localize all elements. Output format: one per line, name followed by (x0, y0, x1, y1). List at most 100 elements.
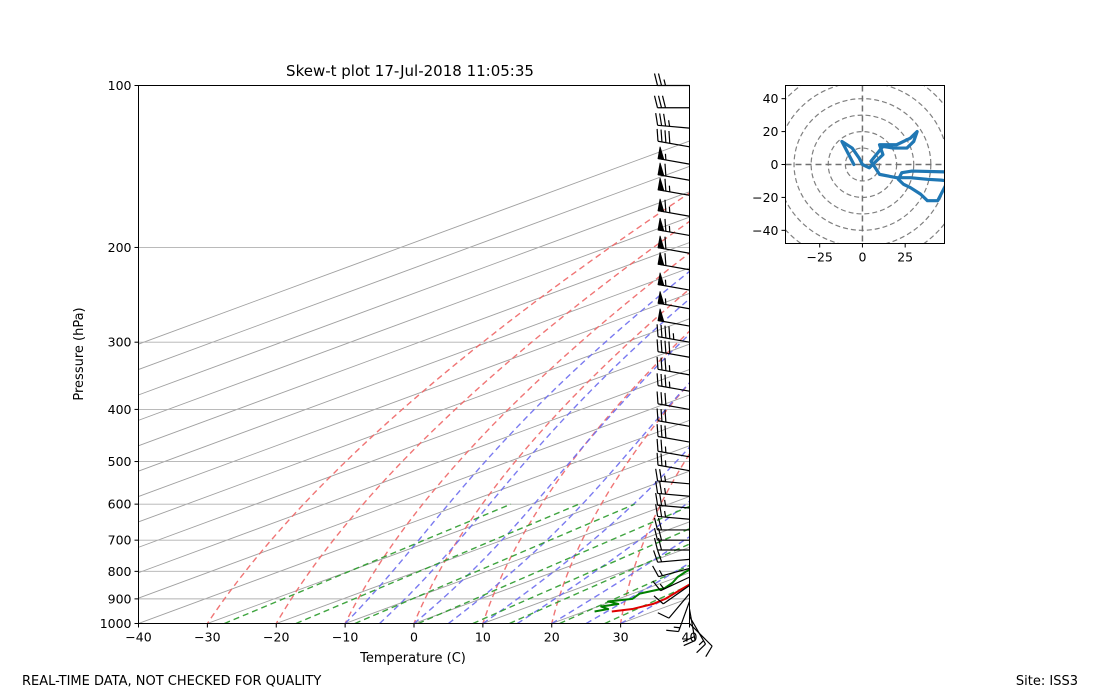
wind-barb-full (660, 453, 663, 466)
wind-barb-full (664, 178, 667, 192)
wind-barb-full (660, 340, 663, 353)
isotherm-line (550, 572, 690, 624)
wind-barb-full (656, 424, 659, 437)
wind-barb (657, 217, 690, 237)
moist-adiabats (344, 270, 690, 624)
isotherm-line (138, 292, 690, 497)
wind-barb-full (656, 373, 659, 386)
wind-barb (652, 576, 690, 592)
wind-barb-full (656, 438, 659, 452)
wind-barb-full (653, 550, 659, 563)
isotherm-line (138, 267, 690, 472)
isotherm-line (796, 61, 1100, 635)
wind-barb-full (660, 409, 663, 422)
wind-barb-shaft (657, 558, 690, 563)
wind-barb-full (657, 95, 663, 108)
wind-barb-flag (657, 146, 665, 161)
wind-barb-shaft (658, 567, 690, 578)
wind-barb-full (657, 517, 663, 531)
wind-barb-shaft (657, 368, 690, 376)
wind-barb-full (666, 629, 679, 633)
wind-barb-shaft (657, 450, 690, 458)
wind-barb (653, 95, 690, 109)
moist-adiabat-line (585, 562, 690, 624)
wind-barb-full (652, 565, 660, 577)
wind-barb-full (664, 325, 667, 339)
hodograph-y-tick-label: −20 (752, 190, 778, 205)
wind-barb-full (655, 504, 659, 517)
x-tick-label: −20 (263, 630, 289, 645)
isotherm-line (138, 419, 690, 624)
moist-adiabat-line (620, 584, 690, 624)
wind-barb-full (663, 113, 667, 127)
moist-adiabat-line (379, 297, 690, 624)
wind-barb-half (664, 510, 667, 518)
dry-adiabats (206, 74, 1100, 635)
wind-barb-shaft (657, 492, 690, 497)
wind-barb-full (660, 129, 663, 142)
dry-adiabat-line (758, 74, 1100, 635)
wind-barb (655, 481, 690, 497)
hodograph-trace (840, 129, 945, 203)
wind-barb-shaft (657, 420, 690, 427)
wind-barb (657, 272, 690, 291)
isotherm-line (274, 470, 690, 624)
mixing-ratio-line (354, 503, 635, 624)
wind-barb (656, 408, 690, 427)
wind-barb (656, 373, 690, 392)
isotherm-line (138, 191, 690, 396)
wind-barb-full (664, 409, 667, 423)
wind-barb-half (659, 583, 665, 590)
x-axis-ticks: −40 −30 −20 −10 0 10 20 30 40 (125, 623, 698, 645)
wind-barb-full (664, 253, 667, 266)
x-tick-label: −30 (194, 630, 220, 645)
x-tick-label: 0 (410, 630, 418, 645)
wind-barb-shaft (657, 140, 690, 148)
wind-barb-full (656, 452, 659, 466)
wind-barb (655, 468, 690, 485)
isotherm-line (412, 521, 690, 624)
hodograph-line (840, 129, 945, 203)
x-tick-label: 20 (544, 630, 560, 645)
moist-adiabat-line (448, 381, 690, 624)
wind-barb-full (664, 340, 667, 354)
hodograph-x-tick-label: 0 (858, 250, 866, 265)
wind-barb-full (659, 481, 663, 494)
wind-barb-full (656, 324, 659, 337)
isotherm-line (138, 242, 690, 447)
wind-barb-shaft (662, 585, 690, 605)
wind-barb-flag (657, 235, 665, 250)
dry-adiabat-line (619, 452, 690, 624)
moist-adiabat-line (413, 333, 690, 624)
wind-barb (657, 308, 690, 327)
wind-barb (657, 252, 690, 271)
x-tick-label: 30 (613, 630, 629, 645)
wind-barb-full (664, 236, 667, 250)
wind-barb-full (653, 95, 659, 108)
wind-barb-shaft (657, 124, 690, 129)
wind-barb-flag (657, 198, 665, 213)
wind-barb-full (664, 392, 667, 406)
hodograph-x-ticks: −25 0 25 (806, 243, 913, 265)
mixing-ratio-lines (224, 503, 690, 624)
isotherm-line (481, 546, 690, 624)
hodograph-y-ticks: −40 −20 0 20 40 (752, 91, 786, 238)
isotherm-line (138, 165, 690, 371)
hodograph-y-tick-label: 40 (763, 91, 779, 106)
isotherm-line (138, 318, 690, 523)
site-label: Site: ISS3 (1015, 674, 1078, 689)
wind-barb-full (655, 468, 659, 482)
wind-barb (657, 162, 690, 181)
wind-barb (655, 113, 690, 129)
plot-title: Skew-t plot 17-Jul-2018 11:05:35 (286, 62, 534, 80)
y-tick-label: 100 (108, 78, 132, 93)
wind-barb-flag (657, 162, 665, 177)
isobar-grid (138, 85, 690, 624)
wind-barbs (652, 73, 713, 658)
x-tick-label: 40 (682, 630, 698, 645)
wind-barb-full (660, 324, 663, 338)
y-tick-label: 1000 (100, 616, 132, 631)
wind-barb-full (664, 163, 667, 177)
wind-barb (655, 504, 690, 520)
wind-barb-flag (657, 177, 665, 192)
